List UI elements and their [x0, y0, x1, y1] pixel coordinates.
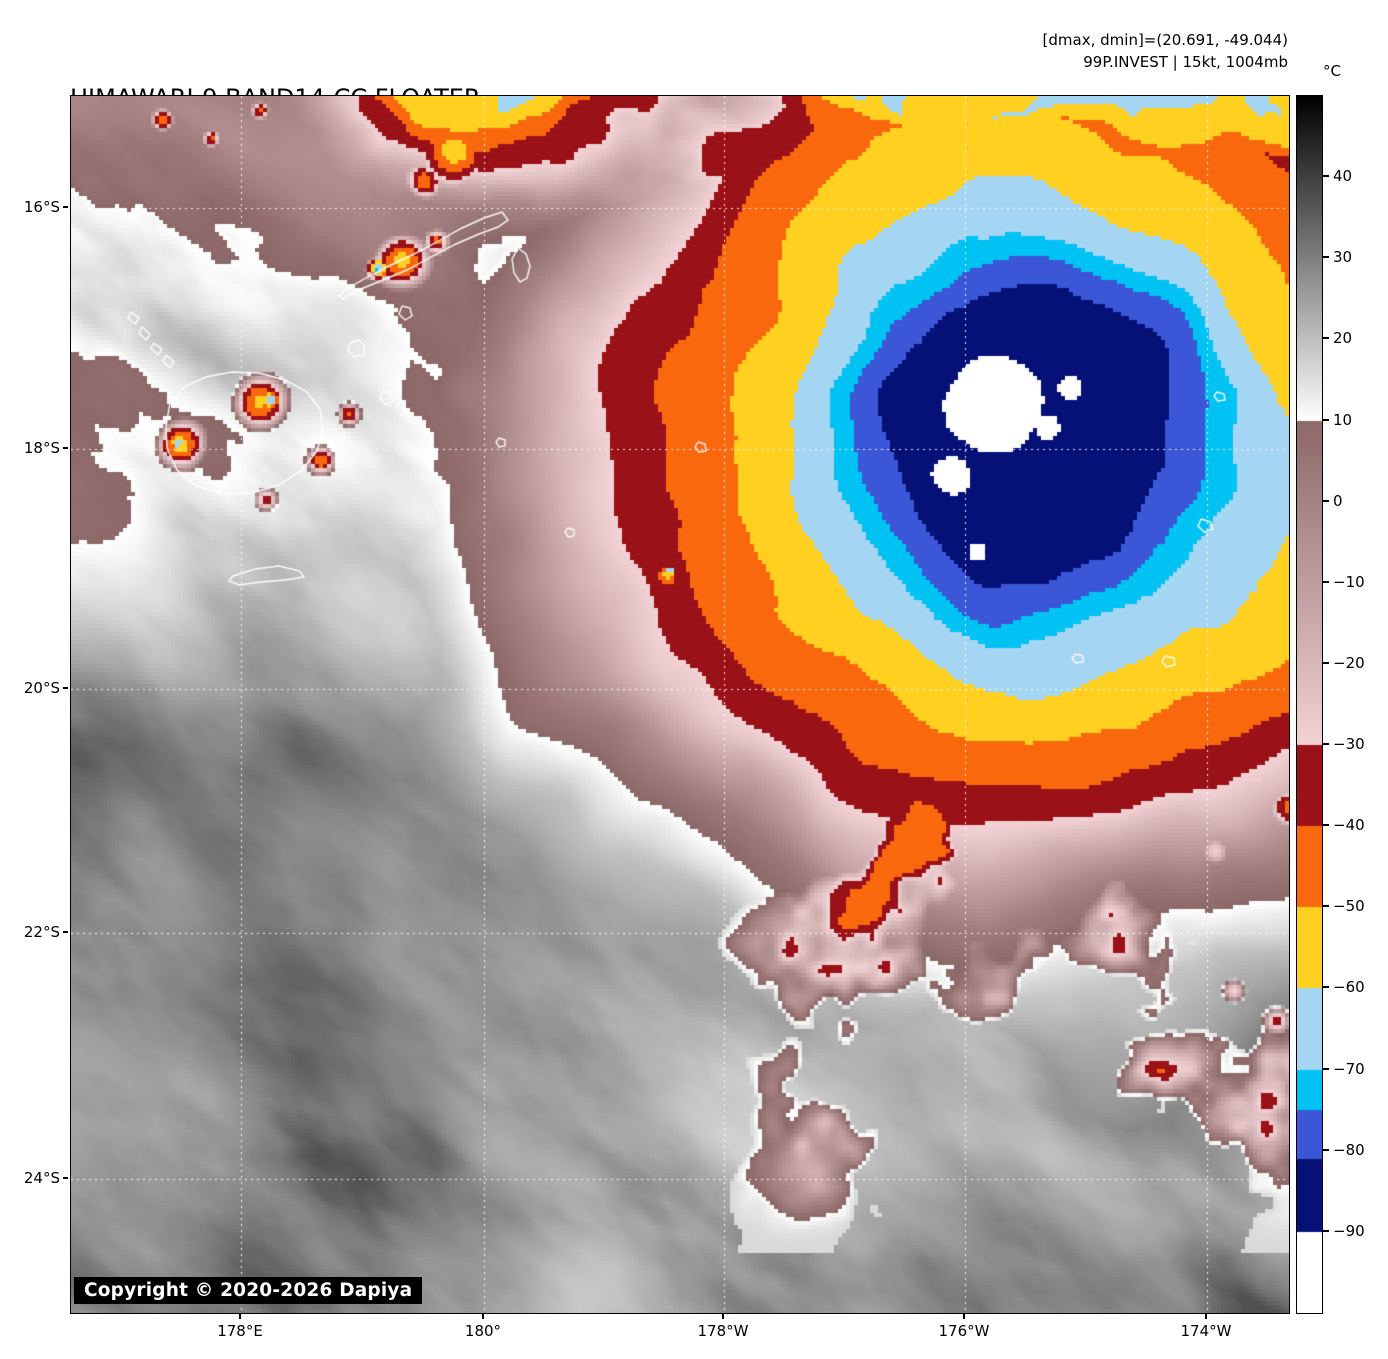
satellite-map-image: [70, 95, 1290, 1314]
lat-tick-label: 24°S: [23, 1169, 60, 1187]
colorbar-tick-mark: [1323, 661, 1329, 664]
colorbar-tick-mark: [1323, 418, 1329, 421]
colorbar-tick-mark: [1323, 175, 1329, 178]
colorbar-unit-label: °C: [1323, 62, 1341, 80]
storm-readout: 99P.INVEST | 15kt, 1004mb: [1083, 53, 1288, 71]
colorbar-tick-mark: [1323, 905, 1329, 908]
lat-tick-mark: [63, 1177, 68, 1179]
lon-tick-label: 178°W: [697, 1322, 749, 1340]
colorbar-tick-label: 10: [1333, 410, 1353, 429]
colorbar-tick-mark: [1323, 1148, 1329, 1151]
lon-tick-label: 178°E: [217, 1322, 263, 1340]
lat-tick-mark: [63, 687, 68, 689]
colorbar-tick-label: −80: [1333, 1140, 1365, 1159]
lon-tick-label: 174°W: [1180, 1322, 1232, 1340]
lon-tick-mark: [1205, 1314, 1207, 1319]
copyright-watermark: Copyright © 2020-2026 Dapiya: [74, 1277, 423, 1304]
colorbar-tick-label: −10: [1333, 572, 1365, 591]
lat-tick-mark: [63, 931, 68, 933]
colorbar-tick-label: 40: [1333, 167, 1353, 186]
lon-tick-mark: [722, 1314, 724, 1319]
colorbar-tick-mark: [1323, 337, 1329, 340]
lon-tick-label: 176°W: [938, 1322, 990, 1340]
colorbar-tick-mark: [1323, 986, 1329, 989]
colorbar-tick-mark: [1323, 499, 1329, 502]
colorbar-tick-label: −40: [1333, 816, 1365, 835]
colorbar-tick-label: −50: [1333, 897, 1365, 916]
dmax-dmin-readout: [dmax, dmin]=(20.691, -49.044): [1042, 31, 1288, 49]
colorbar-tick-label: −60: [1333, 978, 1365, 997]
lon-tick-mark: [482, 1314, 484, 1319]
colorbar-tick-label: −20: [1333, 653, 1365, 672]
lat-tick-mark: [63, 206, 68, 208]
colorbar-tick-mark: [1323, 743, 1329, 746]
lon-tick-label: 180°: [464, 1322, 502, 1340]
colorbar-tick-label: 20: [1333, 329, 1353, 348]
header-right-block: [dmax, dmin]=(20.691, -49.044) 99P.INVES…: [1043, 29, 1288, 73]
colorbar-tick-mark: [1323, 256, 1329, 259]
colorbar-tick-mark: [1323, 1229, 1329, 1232]
colorbar-tick-label: −70: [1333, 1059, 1365, 1078]
colorbar-tick-label: 30: [1333, 248, 1353, 267]
colorbar-tick-mark: [1323, 580, 1329, 583]
colorbar-tick-label: −30: [1333, 735, 1365, 754]
colorbar-tick-mark: [1323, 1067, 1329, 1070]
colorbar-gradient: [1296, 95, 1323, 1314]
lat-tick-label: 22°S: [23, 923, 60, 941]
lat-tick-mark: [63, 447, 68, 449]
lon-tick-mark: [963, 1314, 965, 1319]
colorbar-tick-mark: [1323, 824, 1329, 827]
colorbar-tick-label: 0: [1333, 491, 1343, 510]
lat-tick-label: 20°S: [23, 679, 60, 697]
lat-tick-label: 18°S: [23, 439, 60, 457]
lat-tick-label: 16°S: [23, 198, 60, 216]
colorbar-tick-label: −90: [1333, 1221, 1365, 1240]
lon-tick-mark: [239, 1314, 241, 1319]
